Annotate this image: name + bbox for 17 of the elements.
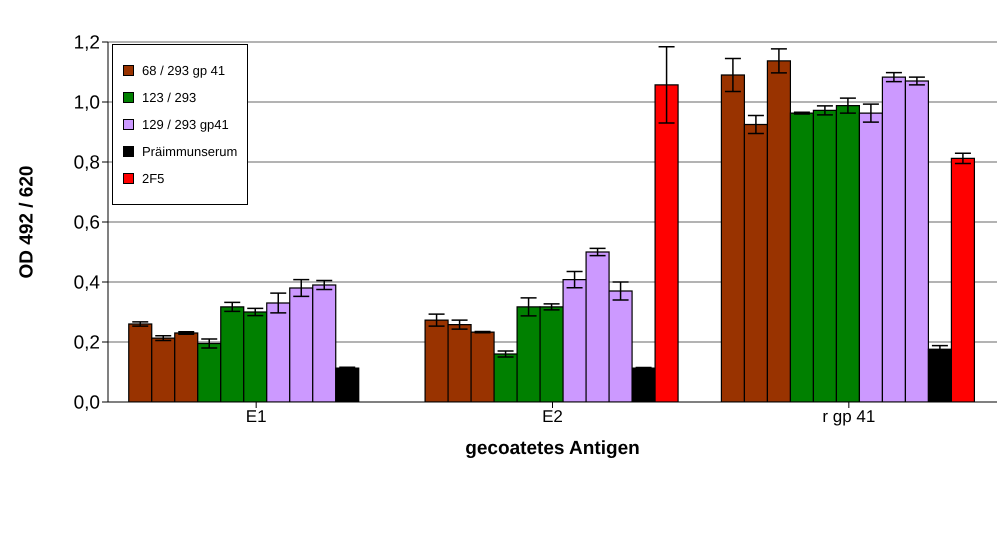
legend-label: Präimmunserum — [142, 144, 238, 159]
y-tick-label: 0,4 — [74, 272, 100, 294]
legend-label: 2F5 — [142, 171, 164, 186]
y-tick-label: 0,8 — [74, 152, 100, 174]
y-tick-label: 0,6 — [74, 212, 100, 234]
x-axis-title: gecoatetes Antigen — [465, 438, 640, 459]
x-tick-label: r gp 41 — [822, 407, 876, 426]
y-tick-label: 0,2 — [74, 332, 100, 354]
x-tick-label: E1 — [246, 407, 267, 426]
y-tick-label: 1,0 — [74, 92, 100, 114]
legend-label: 129 / 293 gp41 — [142, 117, 229, 132]
x-tick-label: E2 — [542, 407, 563, 426]
legend-label: 123 / 293 — [142, 90, 196, 105]
y-axis-title: OD 492 / 620 — [16, 165, 38, 279]
y-tick-label: 0,0 — [74, 392, 100, 414]
y-tick-label: 1,2 — [74, 32, 100, 54]
legend-label: 68 / 293 gp 41 — [142, 63, 226, 78]
